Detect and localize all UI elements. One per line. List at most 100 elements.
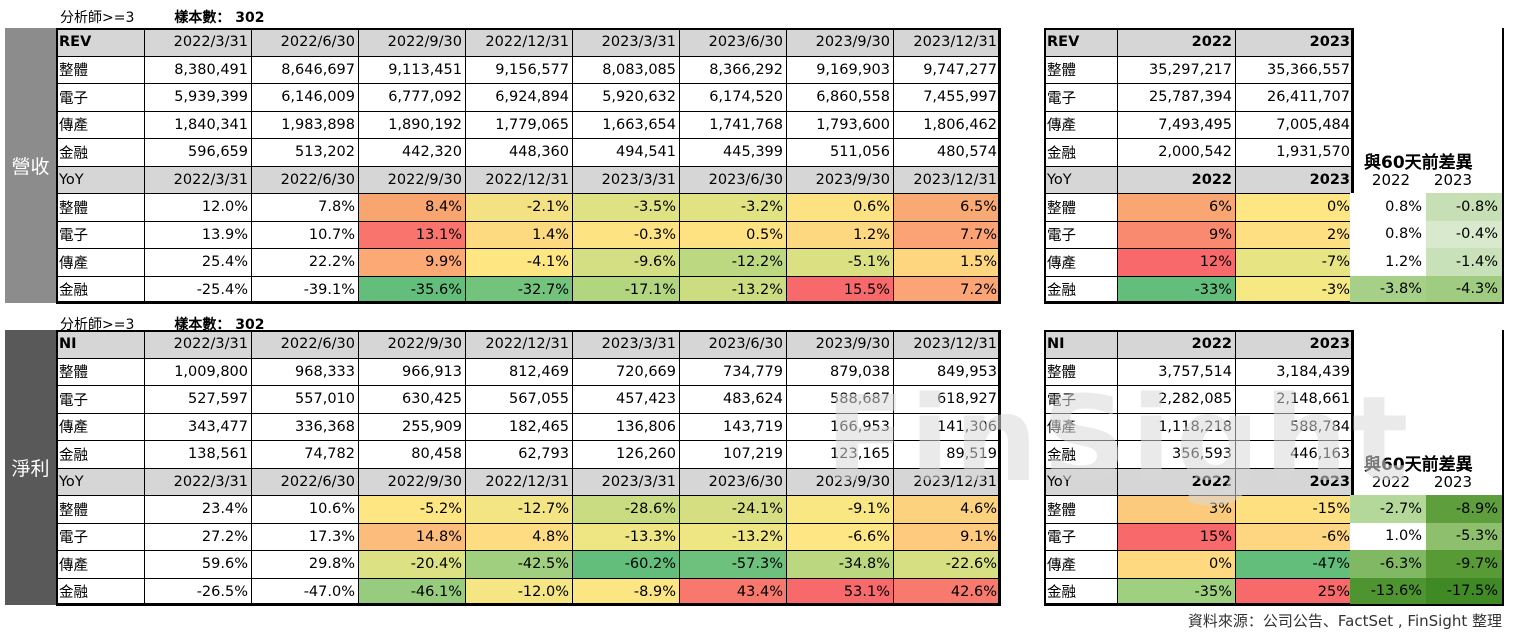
- row-label: 電子: [56, 385, 145, 414]
- yoy-row: 傳產 25.4% 22.2% 9.9% -4.1% -9.6% -12.2% -5.1% 1.5…: [56, 248, 1001, 277]
- value-cell: 6,860,558: [786, 83, 894, 112]
- yoy-cell: 0.6%: [786, 193, 894, 222]
- diff-cell: -2.7%: [1350, 495, 1426, 523]
- value-cell: 1,983,898: [251, 110, 359, 139]
- yoy-cell: -32.7%: [465, 275, 573, 304]
- value-cell: 494,541: [572, 138, 680, 167]
- period-header: 2023/12/31: [893, 330, 1001, 359]
- yoy-cell: 25%: [1235, 577, 1354, 606]
- year-header: 2022: [1117, 330, 1236, 359]
- yoy-cell: 12.0%: [144, 193, 252, 222]
- yoy-cell: 25.4%: [144, 248, 252, 277]
- value-cell: 511,056: [786, 138, 894, 167]
- period-header: 2022/9/30: [358, 330, 466, 359]
- value-cell: 6,777,092: [358, 83, 466, 112]
- row-label: 電子: [1044, 83, 1118, 112]
- yoy-label: YoY: [1044, 467, 1118, 496]
- yoy-cell: -39.1%: [251, 275, 359, 304]
- value-cell: 126,260: [572, 440, 680, 469]
- table-row: 整體 1,009,800 968,333 966,913 812,469 720,669 7…: [56, 357, 1001, 386]
- yoy-cell: 10.7%: [251, 220, 359, 249]
- ni-bottom-rule: [1350, 604, 1504, 606]
- table-row: 整體 35,297,217 35,366,557: [1044, 55, 1354, 84]
- period-header: 2023/3/31: [572, 28, 680, 57]
- period-header: 2022/3/31: [144, 28, 252, 57]
- yoy-cell: 3%: [1117, 495, 1236, 524]
- yoy-cell: 13.9%: [144, 220, 252, 249]
- period-header: 2022/3/31: [144, 165, 252, 194]
- yoy-cell: -13.2%: [679, 275, 787, 304]
- diff-row: 1.0% -5.3%: [1350, 522, 1502, 550]
- value-cell: 1,663,654: [572, 110, 680, 139]
- period-header: 2023/6/30: [679, 165, 787, 194]
- yoy-cell: 2%: [1235, 220, 1354, 249]
- row-label: 電子: [56, 83, 145, 112]
- yoy-cell: 1.4%: [465, 220, 573, 249]
- year-header: 2023: [1235, 467, 1354, 496]
- yoy-cell: 12%: [1117, 248, 1236, 277]
- yoy-cell: -22.6%: [893, 550, 1001, 579]
- yoy-cell: -6.6%: [786, 522, 894, 551]
- period-header: 2022/12/31: [465, 330, 573, 359]
- row-label: 金融: [56, 577, 145, 606]
- yoy-cell: 1.2%: [786, 220, 894, 249]
- value-cell: 1,793,600: [786, 110, 894, 139]
- diff-row: 0.8% -0.8%: [1350, 193, 1502, 221]
- period-header: 2023/6/30: [679, 28, 787, 57]
- diff-cell: 1.2%: [1350, 248, 1426, 276]
- table-row: 電子 2,282,085 2,148,661: [1044, 385, 1354, 414]
- yoy-cell: -47.0%: [251, 577, 359, 606]
- rev-side-label: 營收: [5, 28, 56, 303]
- yoy-cell: -3.2%: [679, 193, 787, 222]
- yoy-cell: -25.4%: [144, 275, 252, 304]
- value-cell: 1,741,768: [679, 110, 787, 139]
- yoy-cell: -35.6%: [358, 275, 466, 304]
- year-header: 2023: [1235, 28, 1354, 57]
- period-header: 2023/3/31: [572, 165, 680, 194]
- row-label: 整體: [56, 55, 145, 84]
- value-cell: 7,493,495: [1117, 110, 1236, 139]
- row-label: 傳產: [1044, 110, 1118, 139]
- table-row: 傳產 1,118,218 588,784: [1044, 412, 1354, 441]
- yoy-cell: 43.4%: [679, 577, 787, 606]
- value-cell: 6,174,520: [679, 83, 787, 112]
- row-label: 傳產: [1044, 248, 1118, 277]
- value-cell: 2,282,085: [1117, 385, 1236, 414]
- yoy-row: 電子 15% -6%: [1044, 522, 1354, 551]
- row-label: 傳產: [1044, 550, 1118, 579]
- value-cell: 1,118,218: [1117, 412, 1236, 441]
- yoy-cell: -57.3%: [679, 550, 787, 579]
- value-cell: 80,458: [358, 440, 466, 469]
- year-header: 2022: [1117, 467, 1236, 496]
- rev-right-rule: [1502, 28, 1504, 303]
- yoy-cell: -4.1%: [465, 248, 573, 277]
- value-cell: 1,931,570: [1235, 138, 1354, 167]
- header-label: NI: [1044, 330, 1118, 359]
- yoy-header-row: YoY 2022 2023: [1044, 165, 1354, 194]
- yoy-cell: 7.2%: [893, 275, 1001, 304]
- yoy-cell: -42.5%: [465, 550, 573, 579]
- row-label: 金融: [1044, 577, 1118, 606]
- value-cell: 557,010: [251, 385, 359, 414]
- yoy-header-row: YoY 2022 2023: [1044, 467, 1354, 496]
- year-header: 2022: [1117, 165, 1236, 194]
- value-cell: 8,083,085: [572, 55, 680, 84]
- yoy-cell: 17.3%: [251, 522, 359, 551]
- header-row: REV 2022/3/31 2022/6/30 2022/9/30 2022/12/31…: [56, 28, 1001, 57]
- yoy-cell: -28.6%: [572, 495, 680, 524]
- diff-cell: -0.4%: [1426, 220, 1502, 248]
- yoy-cell: -47%: [1235, 550, 1354, 579]
- value-cell: 7,005,484: [1235, 110, 1354, 139]
- value-cell: 457,423: [572, 385, 680, 414]
- value-cell: 527,597: [144, 385, 252, 414]
- table-row: 金融 596,659 513,202 442,320 448,360 494,541 445…: [56, 138, 1001, 167]
- row-label: 整體: [56, 193, 145, 222]
- period-header: 2022/3/31: [144, 330, 252, 359]
- ni-quarterly-table: NI 2022/3/31 2022/6/30 2022/9/30 2022/12/31 2…: [56, 330, 1001, 606]
- value-cell: 734,779: [679, 357, 787, 386]
- diff-year: 2023: [1433, 472, 1473, 491]
- source-note: 資料來源：公司公告、FactSet , FinSight 整理: [1187, 612, 1502, 630]
- yoy-cell: -35%: [1117, 577, 1236, 606]
- yoy-cell: -5.1%: [786, 248, 894, 277]
- table-row: 電子 25,787,394 26,411,707: [1044, 83, 1354, 112]
